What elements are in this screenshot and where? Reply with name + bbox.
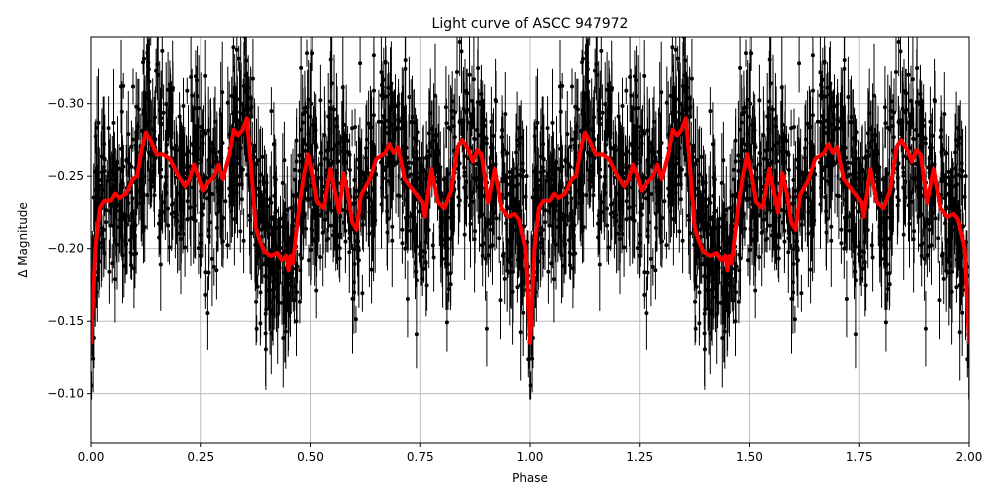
x-axis: 0.00 0.25 0.50 0.75 1.00 1.25 1.50 1.75 2.00	[78, 443, 983, 464]
x-tick-label: 1.75	[846, 450, 873, 464]
plot-area	[90, 36, 970, 444]
y-tick-label: −0.10	[47, 387, 84, 401]
x-axis-label: Phase	[512, 471, 548, 485]
model-line	[91, 116, 969, 345]
x-tick-label: 1.50	[736, 450, 763, 464]
y-tick-label: −0.15	[47, 314, 84, 328]
x-tick-label: 2.00	[956, 450, 983, 464]
x-tick-label: 0.75	[407, 450, 434, 464]
smoothed-model-curve	[91, 116, 969, 345]
x-tick-label: 0.00	[78, 450, 105, 464]
x-tick-label: 0.25	[187, 450, 214, 464]
y-tick-label: −0.20	[47, 242, 84, 256]
x-tick-label: 1.25	[626, 450, 653, 464]
y-axis-label: Δ Magnitude	[16, 202, 30, 278]
y-axis: −0.30 −0.25 −0.20 −0.15 −0.10	[47, 97, 91, 401]
chart-title: Light curve of ASCC 947972	[432, 16, 629, 32]
y-tick-label: −0.25	[47, 169, 84, 183]
x-tick-label: 1.00	[517, 450, 544, 464]
y-tick-label: −0.30	[47, 97, 84, 111]
x-tick-label: 0.50	[297, 450, 324, 464]
